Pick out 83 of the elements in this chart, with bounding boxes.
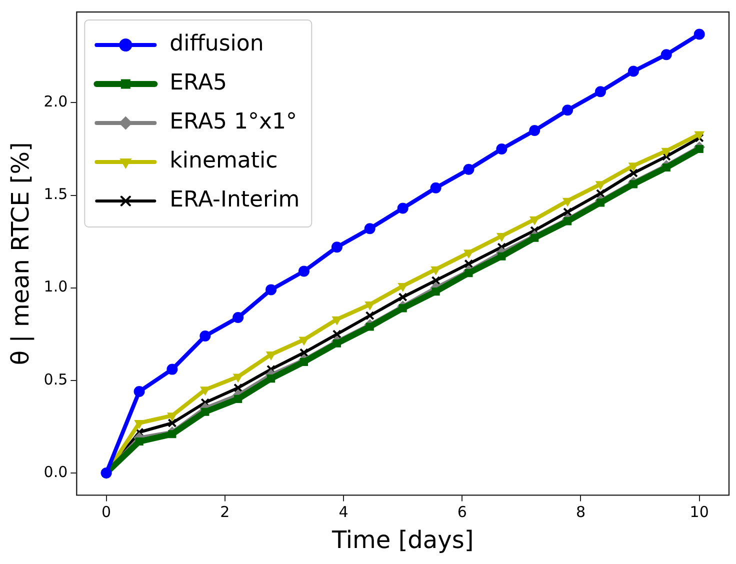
x-tick-label: 10 (690, 503, 709, 522)
point (266, 352, 276, 360)
point (135, 437, 144, 446)
y-tick-label: 2.0 (44, 92, 68, 111)
point (662, 163, 670, 172)
point (694, 131, 704, 140)
point (563, 207, 572, 216)
legend-label: diffusion (170, 32, 264, 57)
point (200, 386, 210, 396)
point (562, 198, 572, 206)
point (134, 386, 145, 398)
point (332, 339, 341, 348)
point (496, 144, 508, 154)
y-tick-label: 0.5 (44, 370, 68, 388)
legend-label: ERA5 (170, 70, 227, 96)
point (628, 168, 638, 178)
point (365, 311, 374, 320)
x-tick-label: 2 (220, 503, 230, 522)
point (233, 374, 243, 382)
point (232, 312, 244, 323)
x-tick-label: 4 (338, 503, 348, 522)
point (234, 394, 242, 403)
point (530, 216, 540, 225)
point (365, 302, 375, 310)
point (366, 322, 374, 331)
point (596, 198, 605, 207)
point (530, 234, 539, 242)
point (300, 358, 308, 366)
point (166, 364, 178, 375)
x-tick-label: 8 (576, 503, 586, 522)
point (398, 283, 408, 292)
point (464, 269, 473, 278)
legend-label: ERA5 1°x1° (170, 110, 298, 135)
point (331, 242, 342, 253)
point (398, 304, 407, 312)
point (201, 408, 210, 416)
point (529, 124, 540, 136)
point (432, 288, 440, 296)
point (594, 86, 606, 98)
y-tick-label: 0.0 (44, 462, 68, 481)
x-tick-label: 6 (457, 503, 467, 522)
point (168, 418, 177, 428)
point (660, 49, 672, 60)
x-tick-label: 0 (102, 503, 112, 522)
legend-label: kinematic (170, 148, 278, 174)
legend-label: ERA-Interim (170, 188, 300, 213)
point (564, 217, 572, 226)
point (168, 430, 176, 438)
point (498, 252, 506, 260)
y-tick-label: 1.5 (44, 185, 68, 204)
point (596, 188, 606, 198)
point (430, 182, 442, 194)
point (332, 330, 342, 339)
point (629, 180, 638, 188)
point (662, 148, 672, 156)
point (299, 348, 309, 358)
point (167, 412, 178, 422)
point (299, 336, 309, 346)
point (628, 162, 638, 172)
y-axis-title: θ | mean RTCE [%] (6, 142, 35, 366)
point (234, 383, 243, 392)
point (530, 226, 540, 235)
point (662, 152, 671, 161)
point (431, 276, 440, 285)
point (200, 330, 211, 342)
point (266, 284, 277, 296)
point (134, 420, 144, 428)
point (463, 164, 474, 175)
point (464, 259, 474, 268)
point (430, 266, 441, 275)
point (562, 104, 574, 116)
point (364, 223, 376, 234)
point (397, 202, 408, 214)
point (398, 292, 408, 302)
point (497, 242, 506, 252)
y-tick-label: 1.0 (44, 278, 68, 296)
x-axis-title: Time [days] (330, 526, 474, 554)
point (267, 374, 276, 383)
point (596, 181, 606, 190)
point (298, 266, 310, 277)
point (694, 28, 705, 40)
point (628, 66, 639, 77)
point (695, 144, 704, 154)
